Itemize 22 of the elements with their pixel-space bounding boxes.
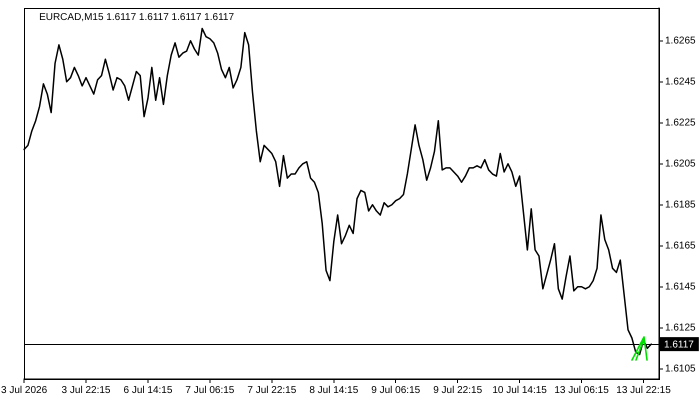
y-tick-label: 1.6185 xyxy=(665,200,696,211)
y-tick-label: 1.6105 xyxy=(665,364,696,374)
x-tick-label: 10 Jul 14:15 xyxy=(492,384,548,396)
x-tick-label: 7 Jul 06:15 xyxy=(185,384,235,396)
y-tick-label: 1.6125 xyxy=(665,322,696,334)
y-tick-label: 1.6225 xyxy=(665,118,696,129)
y-tick-label: 1.6165 xyxy=(665,240,696,252)
y-tick-label: 1.6245 xyxy=(665,76,696,88)
y-tick-label: 1.6265 xyxy=(665,36,696,47)
y-tick-label: 1.6205 xyxy=(665,158,696,170)
ref-line-label: 1.6117 xyxy=(664,339,694,350)
x-tick-label: 8 Jul 14:15 xyxy=(309,384,359,396)
x-tick-label: 9 Jul 22:15 xyxy=(433,384,483,396)
chart-title: EURCAD,M15 1.6117 1.6117 1.6117 1.6117 xyxy=(39,12,234,23)
x-tick-label: 6 Jul 14:15 xyxy=(123,384,173,396)
x-tick-label: 9 Jul 06:15 xyxy=(371,384,421,396)
x-tick-label: 3 Jul 22:15 xyxy=(62,384,111,396)
x-tick-label: 7 Jul 22:15 xyxy=(247,384,297,396)
x-tick-label: 13 Jul 22:15 xyxy=(616,384,672,396)
x-tick-label: 3 Jul 2026 xyxy=(0,384,48,396)
x-tick-label: 13 Jul 06:15 xyxy=(554,384,610,396)
y-tick-label: 1.6145 xyxy=(665,282,696,293)
